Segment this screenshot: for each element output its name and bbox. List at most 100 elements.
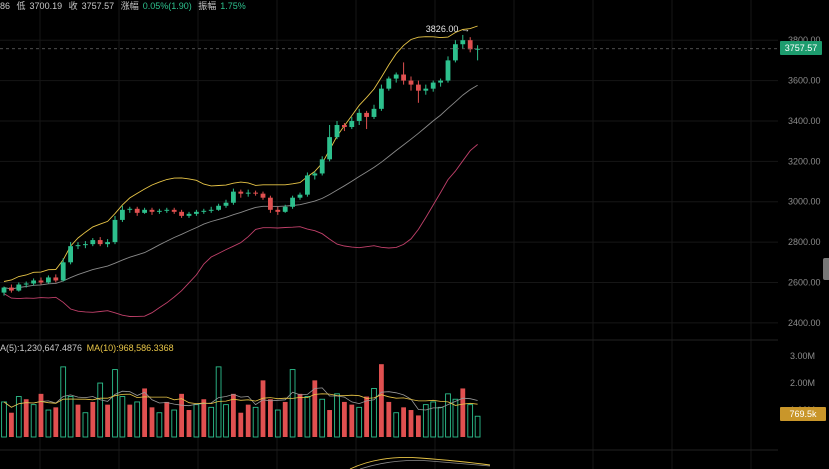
candle-body	[231, 191, 236, 203]
candle-body	[134, 208, 140, 213]
candle	[319, 156, 325, 176]
upper-band-line	[3, 25, 478, 282]
volume-bar	[127, 404, 133, 437]
candle	[97, 237, 103, 247]
volume-bar	[408, 410, 414, 437]
middle-band-line	[3, 84, 478, 290]
candle	[90, 238, 96, 247]
candle	[371, 104, 377, 119]
candle-body	[164, 209, 170, 211]
volume-bar	[179, 393, 184, 437]
volume-bar	[53, 407, 59, 437]
indicator-line	[349, 457, 491, 469]
volume-bar	[97, 382, 104, 438]
amplitude-label: 振幅	[198, 1, 217, 11]
candle-body	[149, 209, 155, 212]
volume-bar	[223, 404, 229, 438]
candle-body	[386, 78, 392, 89]
candle-body	[142, 209, 147, 213]
amplitude-value: 1.75%	[220, 1, 246, 11]
candle-body	[253, 192, 258, 194]
candle-body	[53, 277, 59, 281]
candle-body	[290, 197, 295, 207]
candle	[208, 206, 214, 213]
candle	[297, 192, 303, 200]
price-axis-label: 3600.00	[788, 76, 821, 86]
candle	[223, 199, 229, 208]
candle-body	[105, 242, 110, 245]
candle	[105, 239, 110, 248]
price-axis-label: 3200.00	[788, 156, 821, 166]
candle-body	[112, 219, 118, 243]
candle-body	[216, 205, 221, 210]
volume-bar	[105, 404, 110, 437]
change-value: 0.05%(1.90)	[142, 1, 192, 11]
volume-bar	[342, 401, 347, 437]
candle-body	[194, 211, 199, 214]
volume-bar	[252, 406, 259, 438]
volume-bar	[60, 366, 67, 438]
volume-bar	[260, 380, 266, 437]
last-volume-tag: 769.5k	[780, 407, 826, 421]
volume-bar	[75, 404, 81, 437]
candle-body	[127, 208, 133, 210]
volume-bar	[312, 380, 318, 437]
candle	[386, 76, 392, 91]
candle-body	[23, 283, 29, 285]
candle	[445, 56, 451, 83]
candle-body	[157, 210, 162, 212]
candle	[142, 207, 147, 214]
price-axis-label: 3400.00	[788, 116, 821, 126]
volume-bar	[186, 410, 192, 437]
volume-bar	[171, 409, 178, 438]
candle-body	[120, 209, 125, 220]
scroll-handle[interactable]	[823, 258, 829, 280]
volume-bar	[268, 399, 273, 437]
candle	[312, 171, 318, 180]
volume-bar	[30, 404, 37, 438]
candle	[467, 37, 473, 53]
candle-body	[68, 246, 73, 263]
candle-body	[179, 211, 184, 216]
candle	[416, 80, 421, 103]
volume-bar	[38, 393, 44, 437]
candle-body	[238, 191, 244, 194]
candle	[16, 282, 22, 292]
candle-body	[460, 40, 466, 45]
candle	[334, 120, 340, 140]
volume-bar	[67, 396, 74, 438]
candle	[356, 108, 362, 125]
candle	[275, 206, 281, 215]
candle	[31, 278, 36, 286]
close-label: 收	[68, 1, 78, 11]
volume-bar	[193, 404, 200, 438]
volume-bar	[460, 388, 466, 437]
candle	[460, 34, 466, 49]
volume-ma5-line	[3, 387, 478, 411]
volume-bar	[119, 396, 126, 438]
volume-bar	[274, 409, 281, 438]
candle	[68, 242, 73, 265]
candle	[342, 122, 347, 132]
candle	[327, 125, 332, 162]
candle-body	[393, 74, 399, 79]
volume-bar	[112, 369, 118, 438]
volume-bar	[201, 399, 207, 437]
candle	[157, 208, 162, 214]
candle	[260, 191, 266, 200]
change-label: 涨幅	[120, 1, 139, 11]
candle-body	[171, 209, 177, 212]
candle	[179, 209, 184, 218]
grid-lines	[0, 0, 778, 469]
volume-legend: A(5):1,230,647.4876 MA(10):968,586.3368	[0, 342, 174, 354]
volume-bar	[452, 398, 459, 438]
candle	[60, 258, 66, 282]
candle	[364, 110, 369, 130]
candle	[453, 40, 458, 63]
lower-band-line	[3, 144, 478, 317]
close-value: 3757.57	[81, 1, 115, 11]
candle-body	[475, 48, 480, 50]
candle-body	[453, 44, 458, 61]
candle	[282, 204, 288, 213]
